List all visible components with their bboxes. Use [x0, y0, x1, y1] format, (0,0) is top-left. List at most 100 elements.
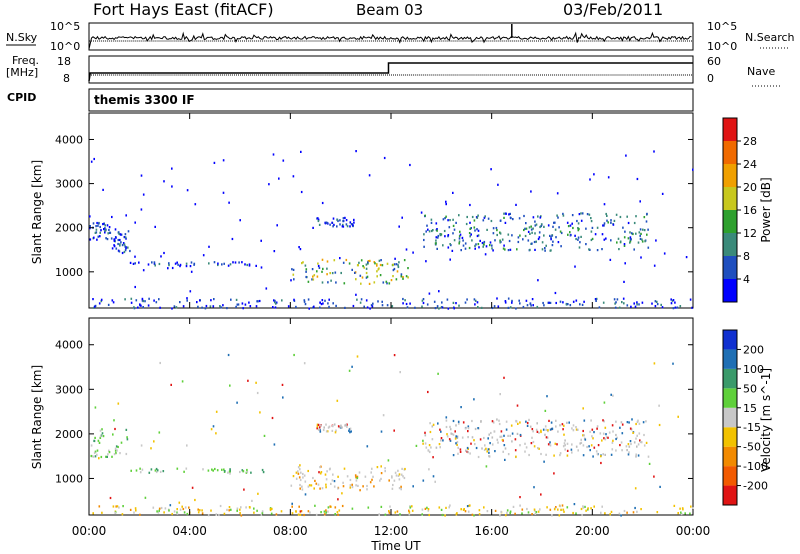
data-cell: [593, 505, 595, 508]
data-cell: [348, 262, 351, 265]
data-cell: [633, 248, 635, 251]
data-cell: [176, 467, 179, 470]
data-cell: [456, 512, 458, 515]
data-cell: [421, 513, 423, 516]
data-cell: [92, 512, 94, 515]
data-cell: [436, 247, 438, 250]
data-cell: [313, 305, 315, 308]
data-cell: [562, 212, 564, 215]
data-cell: [228, 506, 231, 509]
data-cell: [553, 508, 556, 511]
beam-label: Beam 03: [356, 1, 423, 19]
data-cell: [317, 217, 319, 220]
data-cell: [318, 428, 321, 431]
data-cell: [287, 305, 290, 308]
data-cell: [297, 466, 300, 469]
data-cell: [462, 239, 464, 242]
data-cell: [604, 453, 606, 456]
data-cell: [139, 471, 142, 474]
data-cell: [593, 173, 595, 176]
data-cell: [108, 228, 110, 232]
data-cell: [248, 263, 251, 266]
data-cell: [558, 514, 561, 517]
data-cell: [496, 418, 498, 421]
data-cell: [396, 510, 399, 513]
data-cell: [502, 450, 504, 453]
data-cell: [376, 275, 378, 278]
data-cell: [302, 472, 304, 476]
data-cell: [251, 499, 253, 502]
data-cell: [292, 475, 295, 478]
data-cell: [572, 511, 574, 515]
data-cell: [365, 267, 368, 270]
data-cell: [621, 432, 624, 435]
data-cell: [590, 217, 592, 220]
data-cell: [113, 238, 115, 241]
data-cell: [624, 230, 626, 233]
data-cell: [173, 510, 176, 513]
data-cell: [470, 233, 472, 236]
data-cell: [582, 444, 585, 447]
data-cell: [365, 299, 368, 302]
data-cell: [181, 505, 183, 508]
data-cell: [353, 218, 355, 221]
data-cell: [601, 505, 603, 508]
data-cell: [100, 455, 103, 459]
data-cell: [122, 242, 125, 245]
data-cell: [304, 493, 307, 496]
data-cell: [613, 219, 616, 222]
data-cell: [316, 270, 318, 273]
data-cell: [122, 505, 124, 508]
data-cell: [626, 215, 628, 218]
data-cell: [314, 479, 316, 482]
data-cell: [499, 239, 501, 242]
data-cell: [536, 305, 539, 309]
data-cell: [607, 436, 609, 439]
data-cell: [424, 434, 427, 437]
data-cell: [542, 301, 544, 305]
data-cell: [454, 430, 456, 433]
data-cell: [492, 249, 494, 252]
data-cell: [633, 441, 636, 444]
data-cell: [366, 484, 368, 488]
data-cell: [457, 420, 460, 423]
data-cell: [182, 507, 185, 511]
data-cell: [458, 242, 460, 245]
data-cell: [646, 212, 648, 215]
data-cell: [458, 422, 460, 425]
data-cell: [492, 421, 495, 424]
data-cell: [634, 305, 637, 308]
data-cell: [230, 508, 232, 511]
data-cell: [615, 437, 617, 441]
data-cell: [525, 446, 528, 449]
data-cell: [571, 214, 574, 217]
data-cell: [549, 301, 552, 304]
data-cell: [546, 436, 549, 439]
data-cell: [320, 511, 322, 514]
x-tick-label: 20:00: [575, 524, 610, 538]
data-cell: [625, 445, 628, 448]
data-cell: [453, 307, 455, 310]
data-cell: [585, 509, 587, 512]
data-cell: [401, 216, 403, 219]
data-cell: [477, 306, 479, 309]
data-cell: [123, 243, 126, 246]
data-cell: [438, 307, 440, 310]
data-cell: [545, 428, 547, 431]
data-cell: [584, 438, 587, 441]
data-cell: [645, 441, 648, 444]
data-cell: [270, 512, 273, 515]
data-cell: [104, 224, 106, 227]
data-cell: [455, 302, 457, 305]
data-cell: [464, 247, 467, 250]
data-cell: [274, 299, 276, 302]
data-cell: [409, 506, 412, 509]
data-cell: [312, 306, 314, 309]
data-cell: [557, 216, 559, 219]
data-cell: [325, 483, 327, 486]
data-cell: [298, 505, 300, 508]
data-cell: [366, 488, 368, 491]
colorbar-swatch: [723, 427, 737, 447]
data-cell: [123, 250, 126, 254]
data-cell: [108, 226, 111, 229]
